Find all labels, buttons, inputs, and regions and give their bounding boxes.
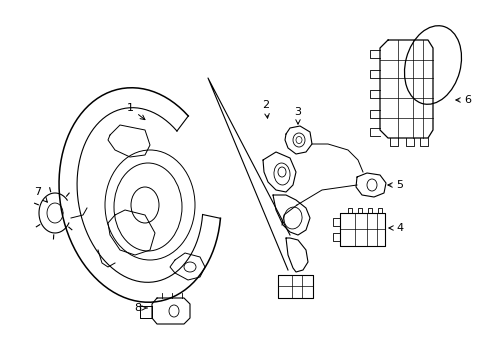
Text: 7: 7: [34, 187, 47, 202]
Text: 1: 1: [126, 103, 144, 120]
Text: 5: 5: [387, 180, 403, 190]
Text: 2: 2: [262, 100, 269, 118]
Text: 8: 8: [134, 303, 147, 313]
Text: 3: 3: [294, 107, 301, 124]
Text: 6: 6: [455, 95, 470, 105]
Text: 4: 4: [388, 223, 403, 233]
